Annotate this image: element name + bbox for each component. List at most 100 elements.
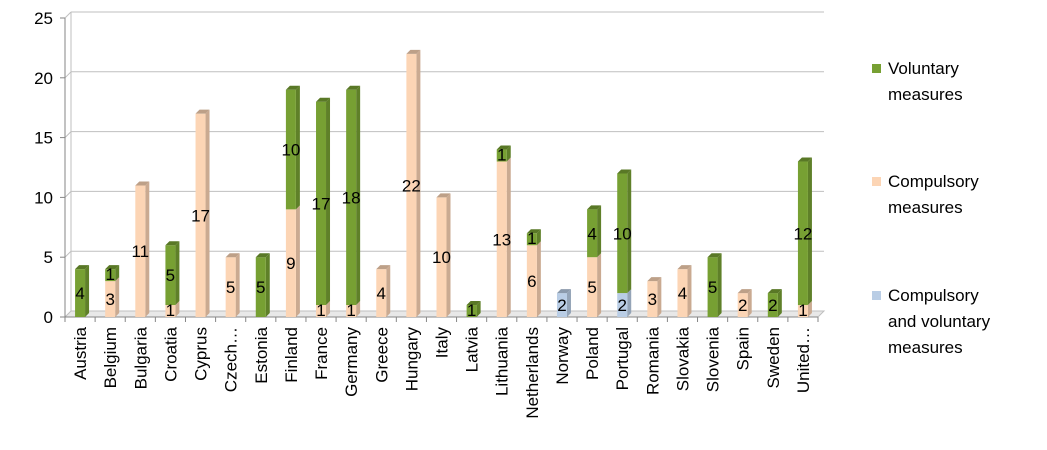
bar-top: [436, 193, 451, 198]
gridline-depth: [64, 191, 72, 198]
bar-segment: [195, 113, 206, 318]
bar-segment: [316, 305, 327, 317]
x-tick-label: Cyprus: [192, 327, 211, 381]
bar-top: [105, 265, 120, 270]
x-tick-label: Czech…: [222, 327, 241, 392]
bar-side: [687, 265, 692, 317]
data-label: 17: [191, 206, 210, 225]
bar-segment: [105, 269, 116, 282]
bar-segment: [376, 269, 387, 317]
legend-swatch: [872, 64, 881, 73]
y-tick-label: 25: [34, 9, 53, 28]
bar-side: [657, 277, 662, 317]
bar-side: [235, 253, 240, 317]
bar-top: [707, 253, 722, 258]
x-tick-label: Portugal: [613, 327, 632, 390]
legend-label: Voluntary: [888, 59, 959, 78]
legend-swatch: [872, 291, 881, 300]
bar-segment: [346, 89, 357, 306]
bar-segment: [617, 173, 628, 294]
bar-side: [416, 49, 421, 317]
bar-segment: [285, 89, 296, 210]
bar-top: [195, 109, 210, 114]
data-label: 5: [226, 278, 235, 297]
bar-top: [316, 97, 331, 102]
bar-side: [627, 169, 632, 294]
x-tick-label: Netherlands: [523, 327, 542, 419]
bar-segment: [556, 293, 567, 317]
bar-side: [807, 301, 812, 317]
data-label: 9: [286, 254, 295, 273]
y-tick-label: 0: [44, 308, 53, 327]
data-label: 1: [166, 301, 175, 320]
bar-side: [717, 253, 722, 317]
bar-side: [205, 109, 210, 318]
data-label: 4: [377, 284, 386, 303]
bar-segment: [466, 305, 477, 317]
x-tick-label: Hungary: [402, 327, 421, 392]
x-tick-label: Austria: [71, 326, 90, 379]
x-tick-label: Germany: [342, 327, 361, 397]
data-label: 1: [497, 146, 506, 165]
data-label: 10: [432, 248, 451, 267]
bar-segment: [526, 233, 537, 246]
bar-segment: [105, 281, 116, 317]
data-label: 3: [648, 290, 657, 309]
bar-top: [737, 289, 752, 294]
bar-segment: [75, 269, 86, 317]
bar-side: [807, 157, 812, 306]
bar-top: [376, 265, 391, 270]
x-tick-label: Lithuania: [493, 326, 512, 396]
legend-label: measures: [888, 338, 963, 357]
bar-side: [386, 265, 391, 317]
x-tick-label: Bulgaria: [131, 326, 150, 389]
data-label: 4: [678, 284, 687, 303]
data-label: 1: [467, 301, 476, 320]
gridline-depth: [64, 11, 72, 19]
bar-side: [175, 301, 180, 317]
bar-side: [476, 301, 481, 317]
bar-top: [526, 229, 541, 234]
bar-segment: [617, 293, 628, 317]
x-tick-label: Sweden: [764, 327, 783, 388]
bar-segment: [165, 245, 176, 306]
bar-segment: [797, 161, 808, 306]
data-label: 5: [256, 278, 265, 297]
bar-segment: [587, 257, 598, 317]
y-tick-label: 5: [44, 248, 53, 267]
x-tick-label: Greece: [372, 327, 391, 383]
bar-segment: [255, 257, 266, 317]
x-tick-label: Slovakia: [673, 326, 692, 391]
data-label: 5: [708, 278, 717, 297]
bar-segment: [135, 185, 146, 317]
bar-top: [346, 85, 361, 90]
data-label: 2: [557, 296, 566, 315]
data-label: 13: [492, 230, 511, 249]
y-tick-label: 10: [34, 188, 53, 207]
bar-segment: [316, 101, 327, 306]
bar-side: [356, 301, 361, 317]
bar-segment: [346, 305, 357, 317]
bar-segment: [587, 209, 598, 258]
data-label: 11: [131, 242, 149, 261]
x-tick-label: Latvia: [463, 326, 482, 372]
data-label: 2: [738, 296, 747, 315]
bar-side: [536, 241, 541, 317]
data-label: 1: [527, 229, 536, 248]
bar-segment: [496, 161, 507, 317]
x-tick-label: Belgium: [101, 327, 120, 388]
bar-segment: [436, 197, 447, 317]
bar-segment: [677, 269, 688, 317]
bar-side: [627, 289, 632, 317]
bar-top: [587, 205, 602, 210]
bar-top: [75, 265, 90, 270]
data-label: 10: [613, 224, 632, 243]
bar-side: [295, 205, 300, 317]
bar-segment: [767, 293, 778, 317]
bar-side: [506, 145, 511, 162]
legend-label: Compulsory: [888, 286, 979, 305]
x-tick-label: Slovenia: [704, 326, 723, 392]
bar-top: [647, 277, 662, 282]
bar-segment: [225, 257, 236, 317]
